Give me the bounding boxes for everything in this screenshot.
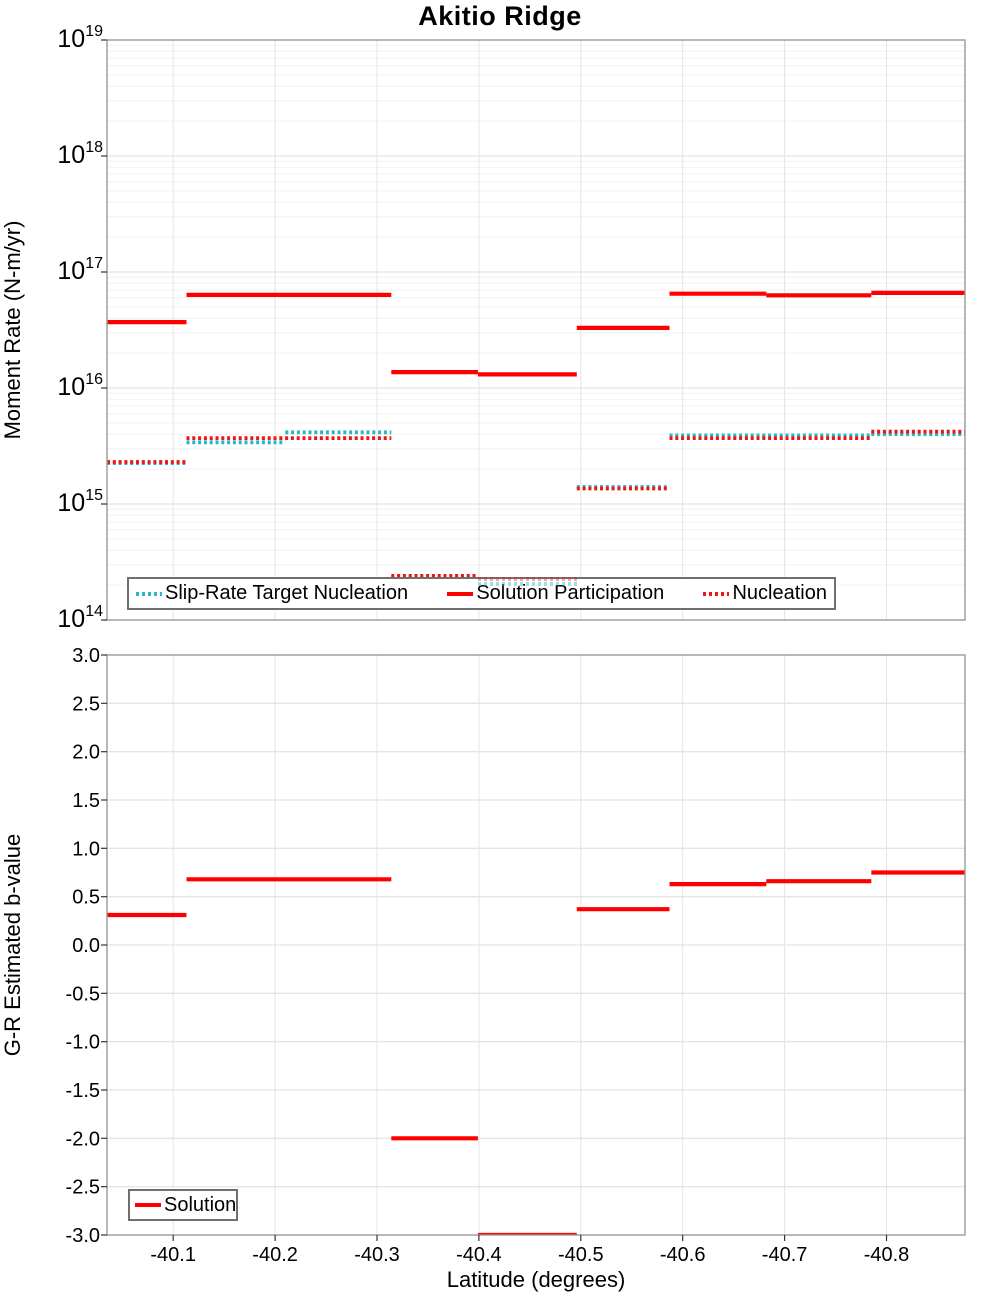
- legend-item-nucleation: Nucleation: [703, 582, 827, 605]
- legend-label-solution-participation: Solution Participation: [476, 582, 665, 604]
- moment-rate-y-axis: 1019 1018 1017 1016 1015 1014 Moment Rate (N-m…: [0, 23, 107, 633]
- svg-text:-1.0: -1.0: [66, 1032, 100, 1054]
- chart-title: Akitio Ridge: [418, 1, 582, 31]
- svg-text:1019: 1019: [57, 23, 103, 53]
- svg-text:1015: 1015: [57, 487, 103, 517]
- svg-text:-40.4: -40.4: [456, 1244, 502, 1266]
- svg-text:G-R Estimated b-value: G-R Estimated b-value: [0, 834, 25, 1057]
- svg-text:3.0: 3.0: [72, 645, 100, 667]
- svg-text:-40.3: -40.3: [354, 1244, 400, 1266]
- svg-text:1.5: 1.5: [72, 790, 100, 812]
- moment-rate-legend: Slip-Rate Target Nucleation Solution Par…: [127, 577, 836, 610]
- b-value-legend: Solution: [128, 1189, 238, 1221]
- moment-rate-series: [107, 290, 965, 586]
- b-value-y-axis: 3.0 2.5 2.0 1.5 1.0 0.5 0.0 -0.5 -1.0 -1.5 -2.0 -2.…: [0, 645, 107, 1247]
- b-value-gridlines: [107, 655, 965, 1235]
- moment-rate-gridlines: [107, 40, 965, 620]
- solution-participation-swatch-solid-line-icon: [447, 591, 474, 596]
- svg-text:1017: 1017: [57, 255, 103, 285]
- svg-text:-40.6: -40.6: [660, 1244, 706, 1266]
- slip-rate-target-swatch-dotted-line-icon: [136, 591, 162, 596]
- legend-item-solution: Solution: [135, 1194, 236, 1217]
- legend-label-nucleation: Nucleation: [732, 582, 827, 604]
- x-axis: -40.1 -40.2 -40.3 -40.4 -40.5 -40.6 -40.7 -40.8…: [150, 1235, 909, 1292]
- svg-text:-2.0: -2.0: [66, 1128, 100, 1150]
- svg-text:2.0: 2.0: [72, 742, 100, 764]
- nucleation-swatch-dotted-line-icon: [703, 591, 730, 596]
- svg-text:-3.0: -3.0: [66, 1225, 100, 1247]
- svg-text:-40.2: -40.2: [252, 1244, 298, 1266]
- svg-text:-2.5: -2.5: [66, 1177, 100, 1199]
- svg-text:-40.8: -40.8: [864, 1244, 910, 1266]
- legend-item-slip-rate-target: Slip-Rate Target Nucleation: [136, 582, 408, 605]
- svg-text:Latitude (degrees): Latitude (degrees): [447, 1267, 626, 1292]
- faded-dotted-segment: [477, 581, 577, 586]
- svg-text:0.0: 0.0: [72, 935, 100, 957]
- svg-text:-40.5: -40.5: [558, 1244, 604, 1266]
- svg-text:1.0: 1.0: [72, 838, 100, 860]
- svg-text:-0.5: -0.5: [66, 983, 100, 1005]
- svg-text:-40.1: -40.1: [150, 1244, 196, 1266]
- svg-text:-1.5: -1.5: [66, 1080, 100, 1102]
- svg-text:0.5: 0.5: [72, 887, 100, 909]
- b-value-series: [107, 870, 965, 1235]
- svg-text:Moment Rate (N-m/yr): Moment Rate (N-m/yr): [0, 221, 25, 440]
- legend-label-solution: Solution: [164, 1193, 237, 1216]
- legend-item-solution-participation: Solution Participation: [447, 582, 664, 605]
- svg-text:2.5: 2.5: [72, 693, 100, 715]
- svg-text:1018: 1018: [57, 139, 103, 169]
- svg-text:1016: 1016: [57, 371, 103, 401]
- panel-borders: [106, 39, 966, 1236]
- legend-label-slip-rate-target: Slip-Rate Target Nucleation: [165, 582, 409, 604]
- svg-text:1014: 1014: [57, 603, 103, 633]
- solution-swatch-solid-line-icon: [135, 1203, 161, 1207]
- svg-text:-40.7: -40.7: [762, 1244, 808, 1266]
- faded-dotted-segment: [477, 577, 577, 582]
